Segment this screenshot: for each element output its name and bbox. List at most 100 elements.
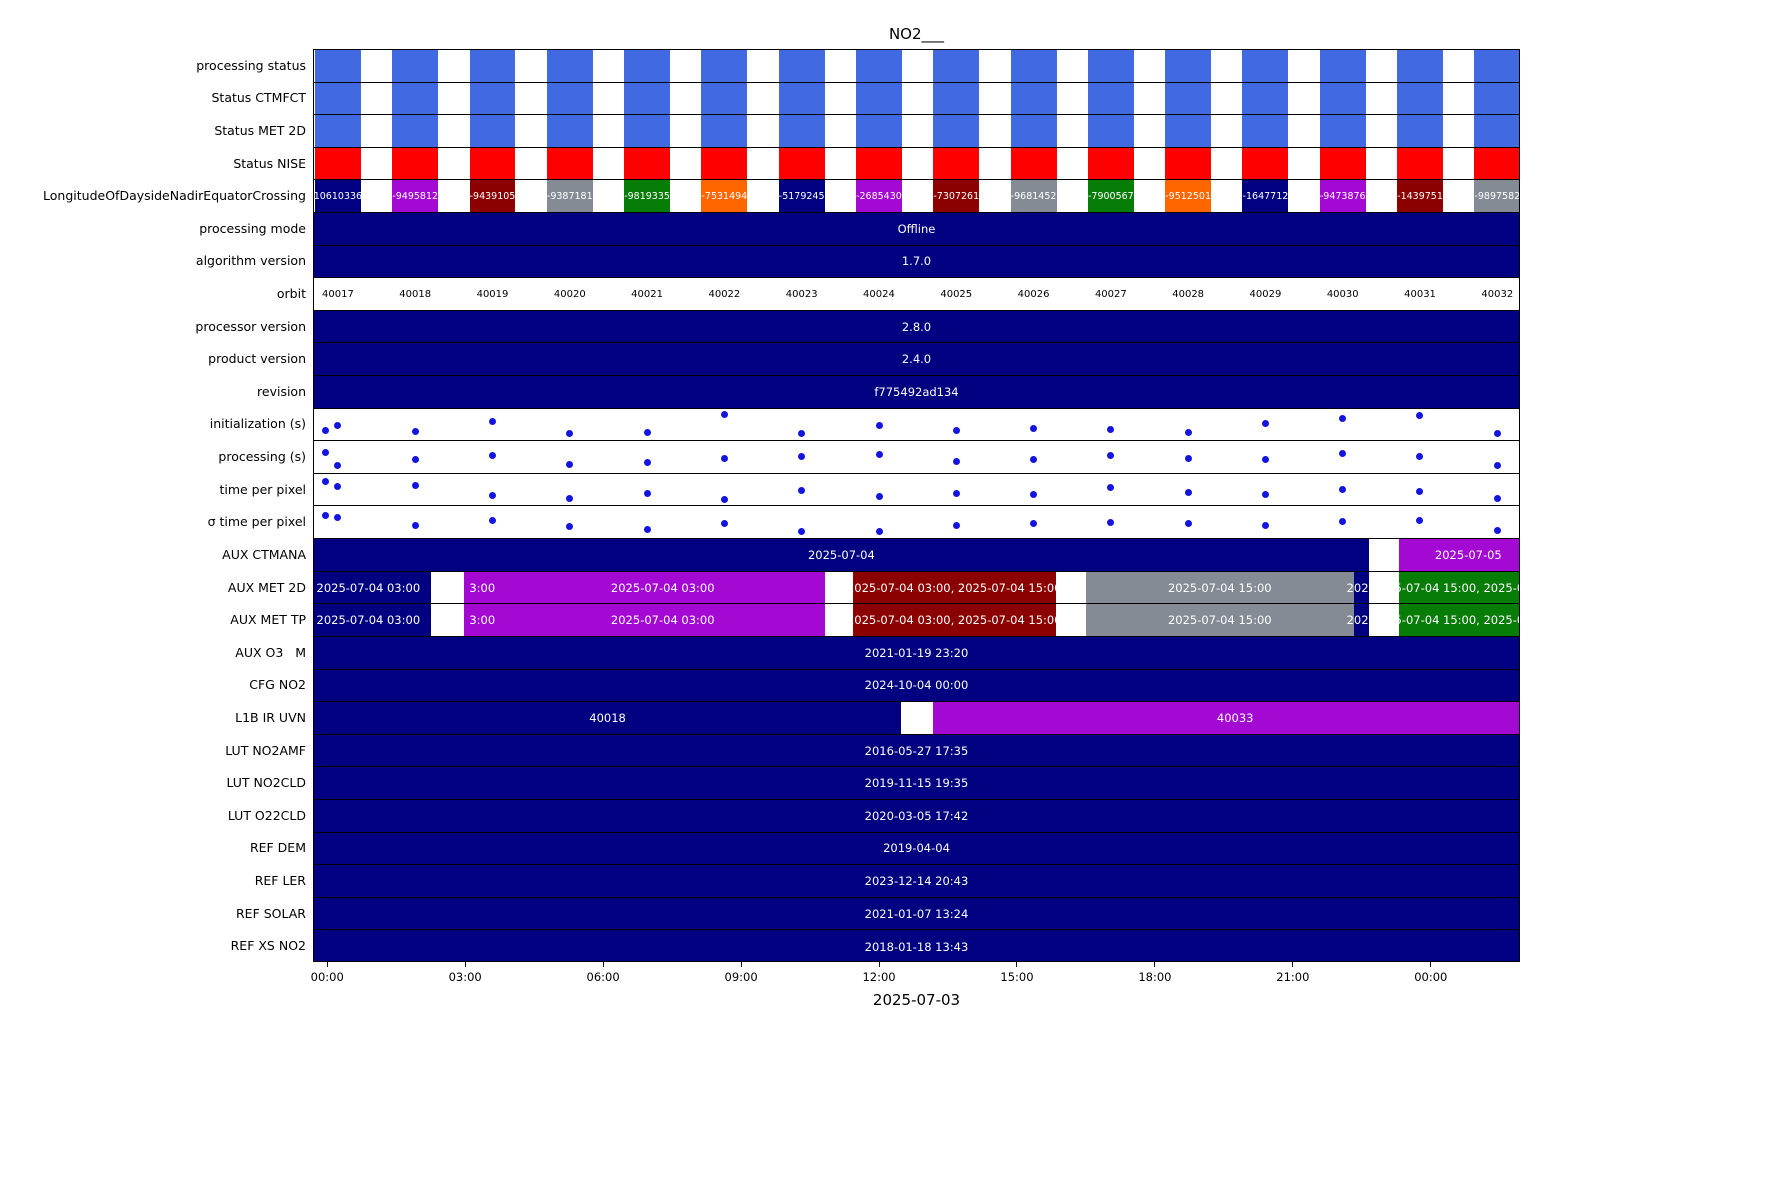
row-label-lut-no2cld: LUT NO2CLD [226, 775, 306, 791]
segment-l1b-ir-uvn-40033: 40033 [932, 702, 1519, 734]
row-label-status-ctmfct: Status CTMFCT [211, 90, 306, 106]
data-point-initialization-s [875, 422, 883, 430]
data-point-time-per-pixel [798, 486, 806, 494]
data-point-processing-s [1261, 456, 1269, 464]
block-status-ctmfct-40022 [701, 82, 748, 115]
x-tick-label-1: 03:00 [448, 970, 482, 984]
data-point-time-per-pixel [322, 478, 330, 486]
row-ref-xs-no2: 2018-01-18 13:43 [314, 930, 1519, 961]
data-point-time-per-pixel [411, 481, 419, 489]
data-point-initialization-s [643, 429, 651, 437]
bar-value-lut-no2amf: 2016-05-27 17:35 [864, 743, 969, 758]
row-label-product-version: product version [208, 351, 306, 367]
block-status-ctmfct-40021 [624, 82, 671, 115]
row-label-time-per-pixel: σ time per pixel [207, 514, 306, 530]
block-longitudeofdaysidenadirequatorcrossing-40029: -1647712 [1242, 180, 1289, 213]
data-point-time-per-pixel [1493, 494, 1501, 502]
block-processing-status-40023 [778, 50, 825, 82]
block-status-nise-40026 [1010, 147, 1057, 180]
data-point-processing-s [566, 461, 574, 469]
row-label-aux-ctmana: AUX CTMANA [222, 546, 306, 562]
x-tick-label-8: 00:00 [1414, 970, 1448, 984]
orbit-number-40028: 40028 [1172, 288, 1205, 300]
data-point-time-per-pixel [1261, 490, 1269, 498]
data-point-initialization-s [721, 411, 729, 419]
block-status-nise-40024 [855, 147, 902, 180]
data-point-time-per-pixel [334, 483, 342, 491]
segment-aux-met-2d-2025-07-04-03-00: 2025-07-04 03:00 [500, 571, 825, 604]
block-longitudeofdaysidenadirequatorcrossing-40021: -9819335 [624, 180, 671, 213]
row-label-processing-s: processing (s) [218, 449, 306, 465]
block-status-met-2d-40029 [1242, 115, 1289, 147]
block-status-ctmfct-40020 [546, 82, 593, 115]
data-point-time-per-pixel [488, 491, 496, 499]
row-label-aux-met-2d: AUX MET 2D [227, 579, 306, 595]
row-l1b-ir-uvn: 40018 40033 [314, 702, 1519, 735]
row-lut-no2cld: 2019-11-15 19:35 [314, 767, 1519, 800]
data-point-initialization-s [334, 422, 342, 430]
row-ref-dem: 2019-04-04 [314, 832, 1519, 866]
row-aux-ctmana: 2025-07-04 2025-07-05 [314, 539, 1519, 572]
data-point-processing-s [334, 462, 342, 470]
block-status-ctmfct-40023 [778, 82, 825, 115]
segment-aux-ctmana-2025-07-04: 2025-07-04 [314, 539, 1369, 571]
block-processing-status-40020 [546, 50, 593, 82]
row-processing-mode: Offline [314, 213, 1519, 246]
orbit-number-40021: 40021 [631, 288, 663, 300]
row-processing-status [314, 50, 1519, 83]
block-status-met-2d-40017 [314, 115, 361, 147]
block-processing-status-40019 [469, 50, 516, 82]
x-tick-3 [740, 962, 742, 967]
data-point-time-per-pixel [1107, 519, 1115, 527]
x-tick-label-4: 12:00 [862, 970, 896, 984]
row-label-l1b-ir-uvn: L1B IR UVN [235, 709, 306, 725]
data-point-initialization-s [1261, 420, 1269, 428]
block-processing-status-40022 [701, 50, 748, 82]
bar-value-ref-solar: 2021-01-07 13:24 [864, 906, 969, 921]
bar-value-algorithm-version: 1.7.0 [901, 254, 932, 269]
x-tick-7 [1292, 962, 1294, 967]
block-status-ctmfct-40029 [1242, 82, 1289, 115]
block-status-met-2d-40021 [624, 115, 671, 147]
row-status-ctmfct [314, 82, 1519, 116]
data-point-processing-s [875, 450, 883, 458]
data-point-processing-s [1184, 455, 1192, 463]
row-label-aux-o3-m: AUX O3 M [235, 644, 306, 660]
orbit-number-40022: 40022 [708, 288, 741, 300]
block-status-nise-40030 [1319, 147, 1366, 180]
data-point-initialization-s [1493, 429, 1501, 437]
block-processing-status-40024 [855, 50, 902, 82]
data-point-initialization-s [411, 428, 419, 436]
row-initialization-s [314, 409, 1519, 442]
segment-aux-met-tp-2025-07-04-03-00: 2025-07-04 03:00 [500, 604, 825, 636]
row-ref-solar: 2021-01-07 13:24 [314, 897, 1519, 931]
data-point-time-per-pixel [411, 522, 419, 530]
orbit-number-40017: 40017 [322, 288, 354, 300]
block-status-nise-40021 [624, 147, 671, 180]
block-status-ctmfct-40024 [855, 82, 902, 115]
data-point-initialization-s [1107, 425, 1115, 433]
data-point-processing-s [643, 458, 651, 466]
block-longitudeofdaysidenadirequatorcrossing-40017: 10610336 [314, 180, 362, 213]
data-point-time-per-pixel [322, 512, 330, 520]
bar-value-product-version: 2.4.0 [901, 352, 932, 367]
row-algorithm-version: 1.7.0 [314, 245, 1519, 279]
data-point-time-per-pixel [952, 521, 960, 529]
x-tick-label-2: 06:00 [586, 970, 620, 984]
bar-value-processing-mode: Offline [897, 221, 936, 236]
block-processing-status-40017 [314, 50, 361, 82]
orbit-number-40025: 40025 [940, 288, 973, 300]
data-point-time-per-pixel [1030, 520, 1038, 528]
row-processor-version: 2.8.0 [314, 310, 1519, 344]
block-status-met-2d-40018 [392, 115, 439, 147]
data-point-initialization-s [566, 430, 574, 438]
block-processing-status-40027 [1087, 50, 1134, 82]
segment-aux-met-tp-2025-07-04-15-00: 2025-07-04 15:00 [1086, 604, 1354, 636]
data-point-time-per-pixel [488, 516, 496, 524]
x-tick-label-3: 09:00 [724, 970, 758, 984]
x-tick-0 [326, 962, 328, 967]
row-label-processing-mode: processing mode [199, 220, 306, 236]
block-processing-status-40018 [392, 50, 439, 82]
row-status-nise [314, 147, 1519, 181]
